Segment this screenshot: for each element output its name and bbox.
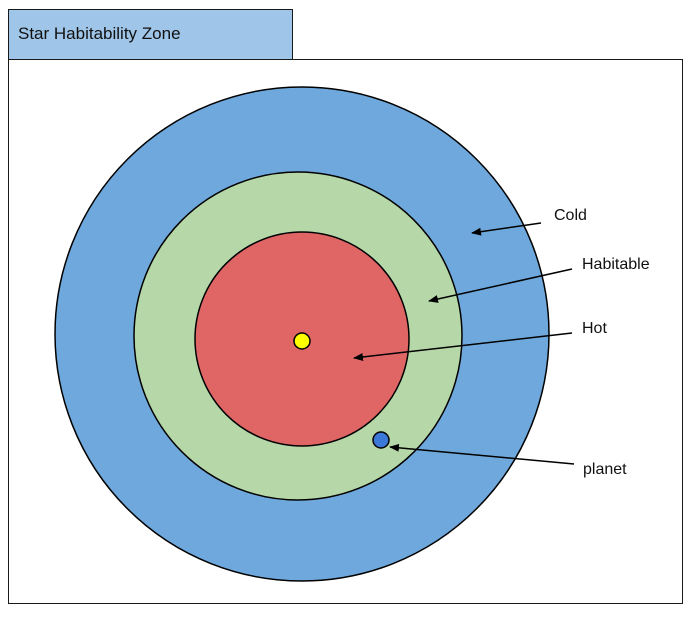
cold-arrow	[471, 222, 542, 236]
habitable-label: Habitable	[582, 256, 650, 273]
cold-label: Cold	[554, 207, 587, 224]
planet-arrow	[389, 443, 575, 465]
hot-label: Hot	[582, 320, 607, 337]
diagram-title-tab: Star Habitability Zone	[8, 9, 293, 59]
hot-arrow	[353, 332, 573, 361]
planet-label: planet	[583, 461, 627, 478]
diagram-title: Star Habitability Zone	[18, 24, 181, 43]
planet	[372, 431, 390, 449]
star	[293, 332, 311, 350]
habitable-arrow	[428, 268, 573, 303]
